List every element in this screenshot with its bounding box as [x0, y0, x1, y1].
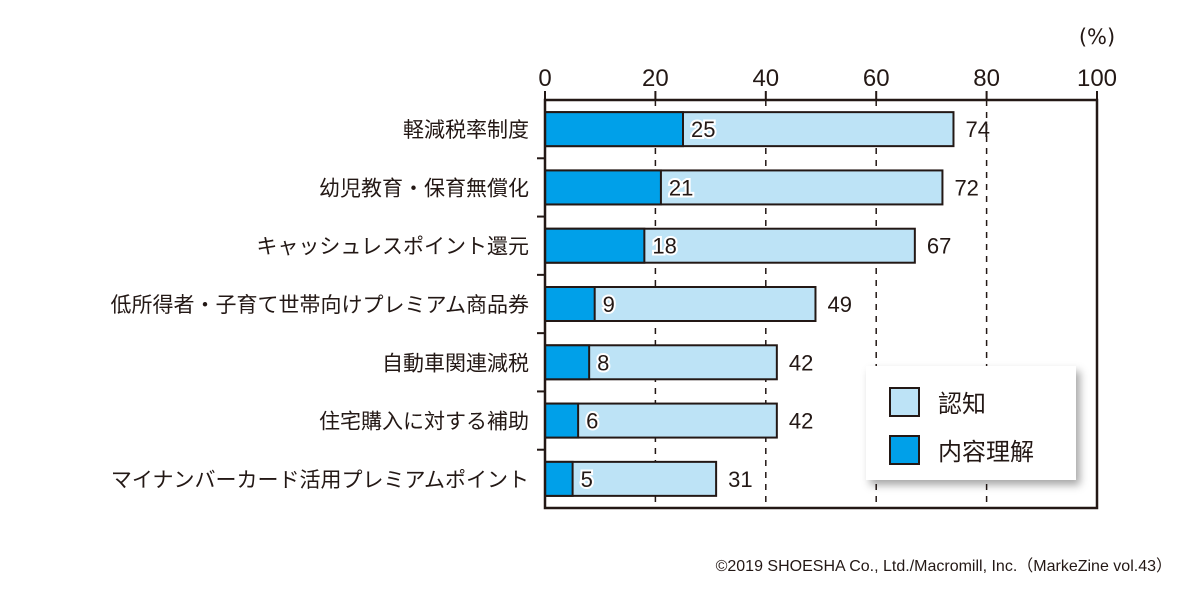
legend-label: 認知 [938, 390, 986, 418]
x-tick-label: 0 [538, 65, 551, 92]
category-label: マイナンバーカード活用プレミアムポイント [111, 468, 529, 492]
plot-frame [543, 98, 1099, 510]
copyright-credit: ©2019 SHOESHA Co., Ltd./Macromill, Inc.（… [715, 558, 1172, 575]
bar-understanding [544, 460, 574, 497]
category-label: 低所得者・子育て世帯向けプレミアム商品券 [110, 293, 529, 317]
bar-awareness [544, 402, 778, 439]
legend-swatch-understanding [889, 434, 920, 465]
category-label: キャッシュレスポイント還元 [256, 235, 529, 259]
category-label: 住宅購入に対する補助 [319, 410, 529, 434]
x-tick-label: 60 [863, 65, 890, 92]
x-tick-label: 40 [752, 65, 779, 92]
data-label-awareness: 49 [827, 292, 851, 317]
x-tick-label: 20 [642, 65, 669, 92]
legend-swatch-awareness [889, 386, 920, 417]
data-label-understanding: 18 [652, 234, 676, 259]
data-label-understanding: 6 [586, 409, 598, 434]
data-label-awareness: 67 [927, 234, 951, 259]
x-tick-label: 80 [973, 65, 1000, 92]
data-label-awareness: 31 [728, 467, 752, 492]
data-label-understanding: 9 [603, 292, 615, 317]
bar-understanding [544, 286, 596, 322]
category-label: 軽減税率制度 [403, 118, 529, 142]
legend-item-awareness: 認知 [889, 384, 986, 419]
category-label: 自動車関連減税 [382, 351, 529, 375]
data-label-understanding: 5 [581, 467, 593, 492]
legend-label: 内容理解 [938, 438, 1034, 466]
data-label-understanding: 25 [691, 117, 715, 142]
data-label-awareness: 42 [789, 350, 813, 375]
x-tick-label: 100 [1077, 65, 1117, 92]
data-label-understanding: 8 [597, 350, 609, 375]
bar-understanding [544, 227, 646, 264]
bar-understanding [544, 111, 684, 148]
data-label-awareness: 42 [789, 409, 813, 434]
data-label-understanding: 21 [669, 175, 693, 200]
bar-understanding [544, 402, 580, 439]
legend-item-understanding: 内容理解 [889, 432, 1034, 467]
legend: 認知 内容理解 [866, 366, 1076, 480]
category-label: 幼児教育・保育無償化 [319, 176, 529, 200]
data-label-awareness: 74 [965, 117, 989, 142]
bar-understanding [544, 169, 662, 206]
bar-understanding [544, 344, 591, 381]
unit-label: (%) [1079, 25, 1115, 49]
data-label-awareness: 72 [954, 175, 978, 200]
